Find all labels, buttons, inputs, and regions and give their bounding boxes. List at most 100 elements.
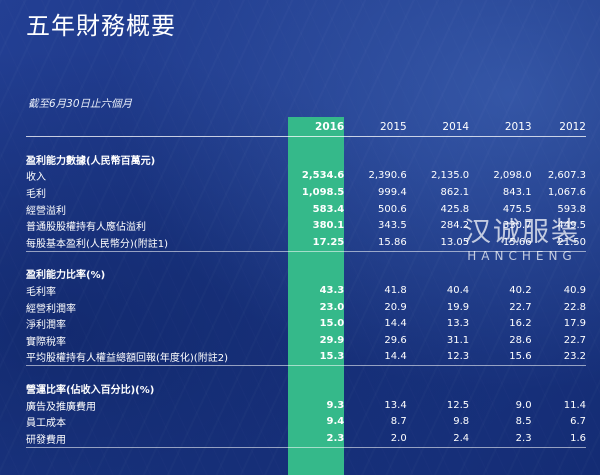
cell-value: 6.7: [570, 416, 586, 428]
cell-value: 12.3: [406, 348, 470, 367]
cell-value: 11.4: [563, 399, 586, 411]
cell-value: 14.4: [384, 318, 407, 330]
cell-value: 2,098.0: [493, 170, 532, 182]
cell-value: 15.66: [469, 233, 532, 252]
row-label: 研發費用: [26, 429, 290, 448]
five-year-summary-table: 2016 2015 2014 2013 2012 盈利能力數據(人民幣百萬元) …: [26, 117, 586, 448]
cell-value: 22.7: [563, 334, 586, 346]
cell-value: 1,098.5: [301, 186, 345, 198]
cell-value: 583.4: [312, 203, 345, 215]
watermark-english-text: HANCHENG: [467, 249, 577, 263]
table-row: 淨利潤率 15.0 14.4 13.3 16.2 17.9: [26, 315, 586, 332]
cell-value: 9.3: [326, 399, 345, 411]
section-title-row: 營運比率(佔收入百分比)(%): [26, 380, 586, 397]
page-title: 五年財務概要: [26, 12, 176, 40]
row-label: 毛利率: [26, 286, 56, 298]
cell-value: 8.5: [515, 416, 532, 428]
cell-value: 12.5: [446, 399, 470, 411]
section-title-row: 盈利能力數據(人民幣百萬元): [26, 151, 586, 168]
cell-value: 843.1: [502, 186, 532, 198]
section-title-profitability-ratios: 盈利能力比率(%): [26, 270, 106, 282]
section-title-profitability-data: 盈利能力數據(人民幣百萬元): [26, 155, 156, 167]
row-label: 毛利: [26, 188, 46, 200]
cell-value: 500.6: [378, 203, 407, 215]
cell-value: 449.5: [557, 220, 586, 232]
cell-value: 43.3: [319, 284, 345, 296]
header-label-cell: [26, 117, 290, 137]
cell-value: 22.7: [509, 301, 532, 313]
row-label: 普通股股權持有人應佔溢利: [26, 222, 146, 234]
year-header-2016: 2016: [315, 121, 345, 133]
watermark-chinese-text: 汉诚服装: [464, 217, 580, 248]
cell-value: 343.5: [378, 220, 407, 232]
cell-value: 2,135.0: [430, 170, 470, 182]
cell-value: 13.05: [406, 233, 470, 252]
spacer-row: [26, 137, 586, 151]
row-label: 平均股權持有人權益總額回報(年度化)(附註2): [26, 348, 290, 367]
cell-value: 15.6: [469, 348, 532, 367]
table-row: 普通股股權持有人應佔溢利 380.1 343.5 284.2 330.7 449…: [26, 217, 586, 234]
cell-value: 2.0: [344, 429, 407, 448]
year-header-row: 2016 2015 2014 2013 2012: [26, 117, 586, 137]
cell-value: 16.2: [509, 318, 532, 330]
spacer-row: [26, 366, 586, 381]
cell-value: 425.8: [440, 203, 470, 215]
cell-value: 2,390.6: [368, 170, 407, 182]
year-header-2015: 2015: [379, 121, 407, 133]
cell-value: 9.8: [453, 416, 470, 428]
table-row: 毛利 1,098.5 999.4 862.1 843.1 1,067.6: [26, 184, 586, 201]
section-title-row: 盈利能力比率(%): [26, 266, 586, 283]
table-row: 經營利潤率 23.0 20.9 19.9 22.7 22.8: [26, 299, 586, 316]
cell-value: 2.3: [469, 429, 532, 448]
cell-value: 1,067.6: [547, 186, 586, 198]
cell-value: 2.4: [406, 429, 470, 448]
cell-value: 40.2: [509, 284, 532, 296]
row-label: 員工成本: [26, 418, 66, 430]
cell-value: 13.3: [446, 318, 470, 330]
row-label: 經營利潤率: [26, 303, 76, 315]
row-label: 淨利潤率: [26, 320, 66, 332]
cell-value: 17.9: [563, 318, 586, 330]
watermark: 汉诚服装 HANCHENG: [452, 210, 592, 263]
cell-value: 40.4: [446, 284, 470, 296]
cell-value: 40.9: [563, 284, 586, 296]
cell-value: 28.6: [509, 334, 532, 346]
cell-value: 21.50: [531, 233, 586, 252]
table-row: 員工成本 9.4 8.7 9.8 8.5 6.7: [26, 413, 586, 430]
cell-value: 8.7: [390, 416, 407, 428]
cell-value: 31.1: [446, 334, 470, 346]
cell-value: 15.0: [319, 318, 345, 330]
cell-value: 22.8: [563, 301, 586, 313]
period-subtitle: 截至6月30日止六個月: [28, 98, 133, 110]
cell-value: 13.4: [384, 399, 407, 411]
cell-value: 23.2: [531, 348, 586, 367]
cell-value: 2.3: [289, 429, 345, 448]
row-label: 每股基本盈利(人民幣分)(附註1): [26, 233, 290, 252]
table-row: 每股基本盈利(人民幣分)(附註1) 17.25 15.86 13.05 15.6…: [26, 233, 586, 252]
year-header-2014: 2014: [442, 121, 470, 133]
cell-value: 380.1: [312, 220, 345, 232]
cell-value: 19.9: [446, 301, 470, 313]
current-year-highlight-column: [288, 117, 344, 475]
header-divider: [26, 136, 586, 137]
cell-value: 23.0: [319, 301, 345, 313]
cell-value: 284.2: [440, 220, 470, 232]
table-row: 廣告及推廣費用 9.3 13.4 12.5 9.0 11.4: [26, 397, 586, 414]
row-label: 廣告及推廣費用: [26, 401, 96, 413]
row-label: 經營溢利: [26, 205, 66, 217]
cell-value: 15.86: [344, 233, 407, 252]
cell-value: 20.9: [384, 301, 407, 313]
table-row: 研發費用 2.3 2.0 2.4 2.3 1.6: [26, 429, 586, 448]
cell-value: 2,534.6: [301, 170, 345, 182]
cell-value: 593.8: [557, 203, 586, 215]
year-header-2013: 2013: [504, 121, 532, 133]
cell-value: 29.6: [384, 334, 407, 346]
cell-value: 2,607.3: [547, 170, 586, 182]
cell-value: 29.9: [319, 334, 345, 346]
cell-value: 330.7: [502, 220, 532, 232]
cell-value: 999.4: [378, 186, 407, 198]
cell-value: 9.0: [515, 399, 532, 411]
table-row: 平均股權持有人權益總額回報(年度化)(附註2) 15.3 14.4 12.3 1…: [26, 348, 586, 367]
section-title-operating-ratios: 營運比率(佔收入百分比)(%): [26, 384, 155, 396]
cell-value: 15.3: [289, 348, 345, 367]
